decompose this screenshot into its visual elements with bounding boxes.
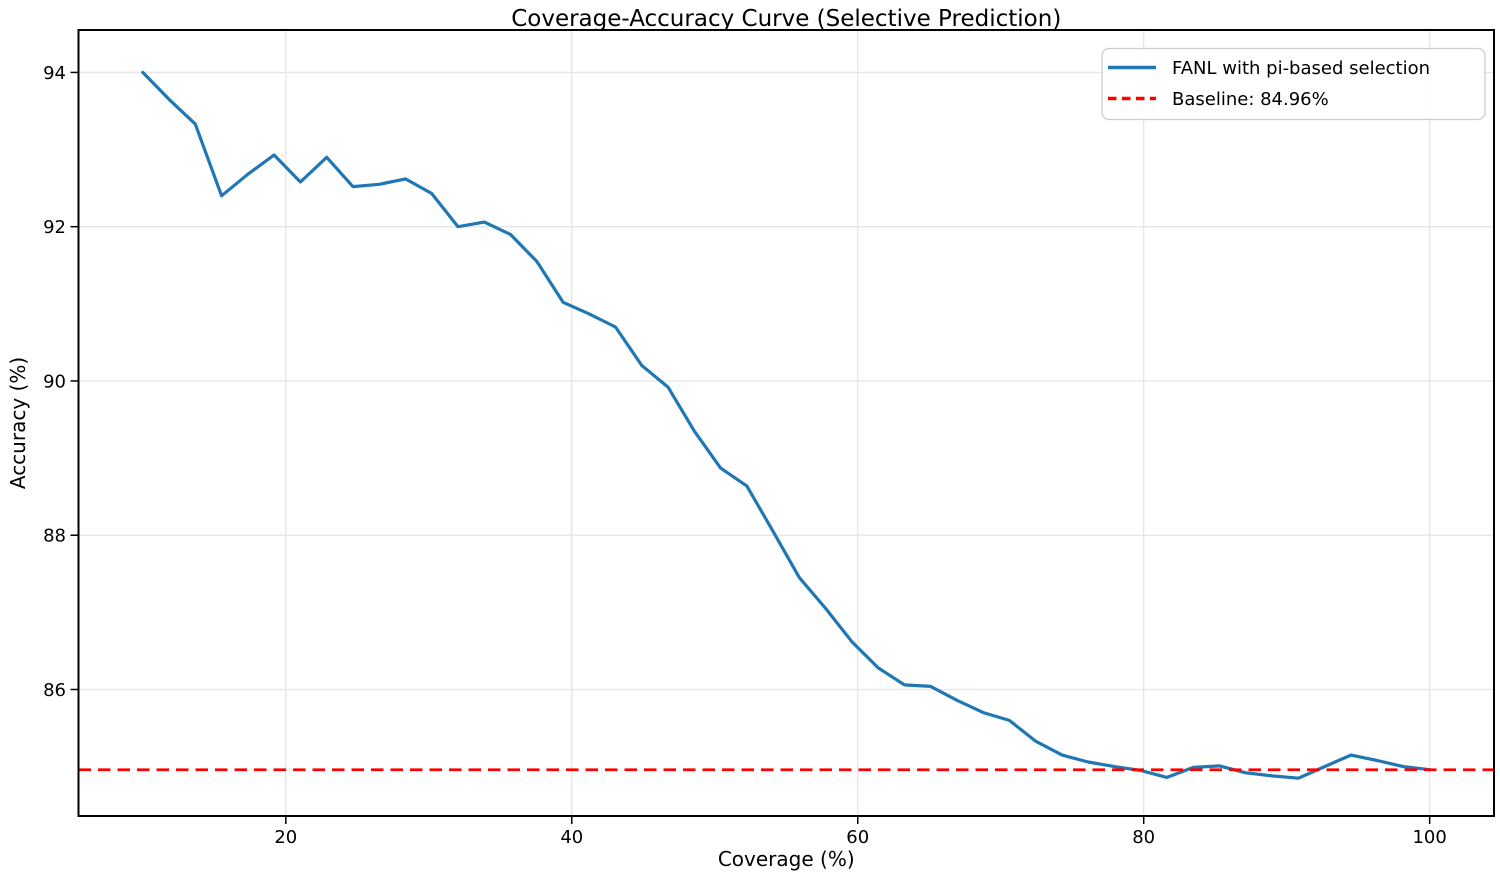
- plot-border: [77, 29, 1495, 817]
- y-tick-label: 92: [43, 217, 66, 238]
- x-tick-label: 60: [846, 827, 869, 848]
- x-tick-label: 20: [274, 827, 297, 848]
- chart-title: Coverage-Accuracy Curve (Selective Predi…: [511, 6, 1061, 32]
- y-tick-label: 90: [43, 371, 66, 392]
- legend: FANL with pi-based selection Baseline: 84…: [1101, 47, 1486, 121]
- y-axis-label: Accuracy (%): [6, 357, 30, 489]
- y-tick-label: 88: [43, 526, 66, 547]
- fanl-series-line: [141, 70, 1432, 780]
- x-axis-label: Coverage (%): [718, 847, 855, 871]
- axes-ticks: 20 40 60 80 100 86 88 90 92 94: [43, 63, 1447, 848]
- x-tick-label: 100: [1412, 827, 1446, 848]
- legend-label: Baseline: 84.96%: [1172, 89, 1329, 110]
- y-tick-label: 86: [43, 680, 66, 701]
- legend-box: [1101, 47, 1486, 121]
- y-tick-label: 94: [43, 63, 66, 84]
- x-tick-label: 40: [560, 827, 583, 848]
- legend-label: FANL with pi-based selection: [1172, 58, 1430, 79]
- x-tick-label: 80: [1132, 827, 1155, 848]
